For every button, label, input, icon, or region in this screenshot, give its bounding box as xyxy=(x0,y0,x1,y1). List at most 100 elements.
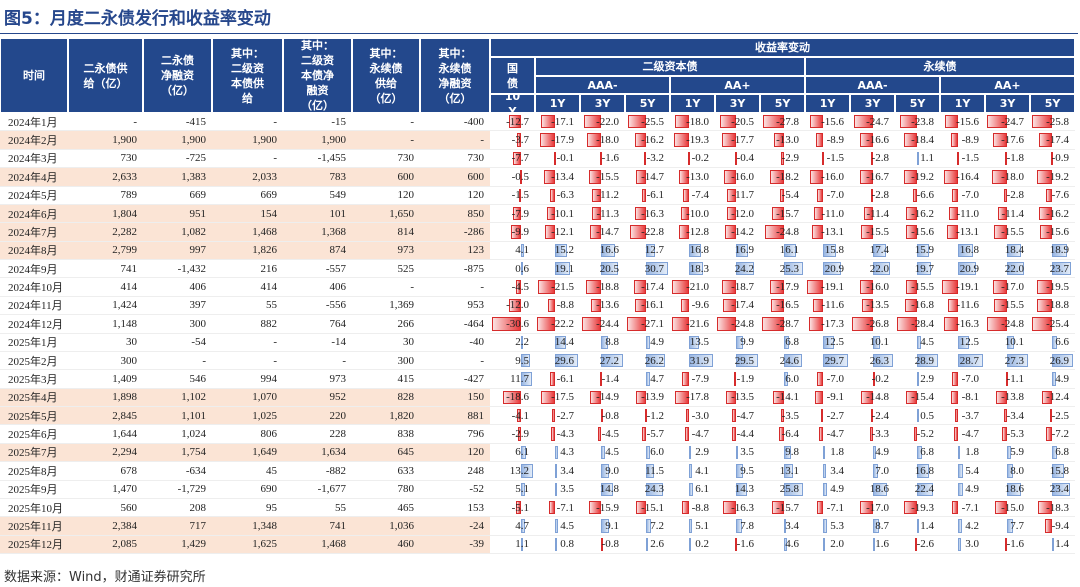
data-bar xyxy=(872,464,879,478)
table-cell: 1,900 xyxy=(283,131,352,150)
term-header: 3Y xyxy=(985,94,1030,113)
yield-cell: 7.7 xyxy=(985,517,1030,536)
yield-value: -18.6 xyxy=(506,391,529,404)
yield-value: -16.8 xyxy=(911,299,934,312)
data-bar xyxy=(646,537,649,551)
yield-cell: -4.7 xyxy=(805,425,850,444)
table-cell: 1,024 xyxy=(143,425,212,444)
yield-cell: 1.8 xyxy=(940,444,985,463)
table-cell: 764 xyxy=(283,315,352,334)
data-bar xyxy=(958,445,961,460)
row-label: 2024年2月 xyxy=(0,131,68,150)
yield-cell: -13.1 xyxy=(940,223,985,242)
table-cell: 850 xyxy=(420,204,490,224)
data-bar xyxy=(519,188,522,202)
yield-value: 15.9 xyxy=(914,244,934,257)
yield-cell: -11.6 xyxy=(805,297,850,316)
yield-cell: -5.3 xyxy=(985,425,1030,444)
data-bar xyxy=(852,317,873,331)
data-bar xyxy=(554,262,570,276)
table-cell: 2,085 xyxy=(68,535,143,554)
yield-value: 28.7 xyxy=(959,354,979,367)
table-cell: 717 xyxy=(143,517,212,536)
yield-cell: -17.3 xyxy=(805,315,850,334)
yield-value: -7.9 xyxy=(691,372,709,385)
yield-value: 18.6 xyxy=(1004,483,1024,496)
data-bar xyxy=(1038,133,1053,147)
data-bar xyxy=(917,335,921,349)
row-label: 2025年1月 xyxy=(0,334,68,352)
yield-value: 16.8 xyxy=(959,244,979,257)
yield-value: -4.7 xyxy=(691,428,709,441)
yield-value: -17.7 xyxy=(731,134,754,147)
data-bar xyxy=(859,133,873,147)
table-cell: 1,369 xyxy=(352,297,420,316)
row-label: 2025年7月 xyxy=(0,443,68,463)
data-bar xyxy=(913,427,918,441)
yield-cell: -4.5 xyxy=(490,278,535,297)
row-label: 2024年8月 xyxy=(0,241,68,260)
data-bar xyxy=(861,390,873,404)
yield-cell: 19.1 xyxy=(535,260,580,279)
data-bar xyxy=(734,537,737,551)
data-bar xyxy=(772,390,784,404)
yield-value: -27.1 xyxy=(641,317,664,330)
yield-cell: 4.9 xyxy=(940,481,985,499)
table-cell: 1,383 xyxy=(143,168,212,187)
yield-cell: -2.4 xyxy=(850,407,895,426)
yield-value: 4.5 xyxy=(605,446,619,459)
table-cell: 55 xyxy=(283,499,352,518)
yield-cell: -14.7 xyxy=(625,168,670,187)
table-cell: 1,649 xyxy=(212,443,283,463)
yield-cell: 4.9 xyxy=(1030,370,1075,389)
yield-value: -24.8 xyxy=(731,317,754,330)
yield-cell: -15.9 xyxy=(580,499,625,518)
yield-cell: 29.5 xyxy=(715,352,760,371)
data-bar xyxy=(771,206,784,221)
data-bar xyxy=(735,445,739,460)
data-bar xyxy=(548,500,555,515)
yield-value: 9.8 xyxy=(785,446,799,459)
yield-cell: -16.2 xyxy=(895,205,940,224)
yield-cell: -15.5 xyxy=(895,278,940,297)
group-header: 国债 xyxy=(490,57,535,94)
row-label: 2025年12月 xyxy=(0,535,68,554)
data-bar xyxy=(870,427,873,441)
data-bar xyxy=(688,243,702,257)
data-bar xyxy=(680,206,689,221)
yield-value: 13.2 xyxy=(509,464,529,477)
yield-cell: -4.7 xyxy=(715,407,760,426)
yield-cell: -6.1 xyxy=(535,370,580,389)
yield-cell: -15.5 xyxy=(850,223,895,242)
yield-cell: 9.1 xyxy=(580,517,625,536)
row-label: 2025年3月 xyxy=(0,370,68,389)
data-bar xyxy=(540,133,555,147)
yield-cell: 0.2 xyxy=(670,536,715,554)
yield-cell: -0.2 xyxy=(670,150,715,169)
yield-value: -11.0 xyxy=(956,207,979,220)
data-bar xyxy=(1052,482,1071,496)
data-bar xyxy=(863,206,873,221)
yield-cell: -1.6 xyxy=(985,536,1030,554)
yield-cell: -3.2 xyxy=(625,150,670,169)
data-bar xyxy=(862,298,873,313)
data-bar xyxy=(779,188,784,202)
data-bar xyxy=(948,298,959,313)
yield-cell: 27.2 xyxy=(580,352,625,371)
yield-value: 19.1 xyxy=(554,262,574,275)
yield-value: -3.5 xyxy=(781,409,799,422)
yield-value: -8.9 xyxy=(961,134,979,147)
data-bar xyxy=(809,115,824,129)
table-cell: 1,650 xyxy=(352,204,420,224)
data-bar xyxy=(815,390,824,404)
yield-cell: 8.7 xyxy=(850,517,895,536)
table-cell: 397 xyxy=(143,297,212,316)
table-cell: 2,294 xyxy=(68,443,143,463)
yield-cell: -26.8 xyxy=(850,315,895,334)
yield-value: -15.6 xyxy=(911,225,934,238)
yield-cell: 23.7 xyxy=(1030,260,1075,279)
yield-cell: 1.1 xyxy=(895,150,940,169)
yield-value: 15.8 xyxy=(824,244,844,257)
data-bar xyxy=(1037,500,1053,515)
table-cell: 633 xyxy=(352,462,420,481)
